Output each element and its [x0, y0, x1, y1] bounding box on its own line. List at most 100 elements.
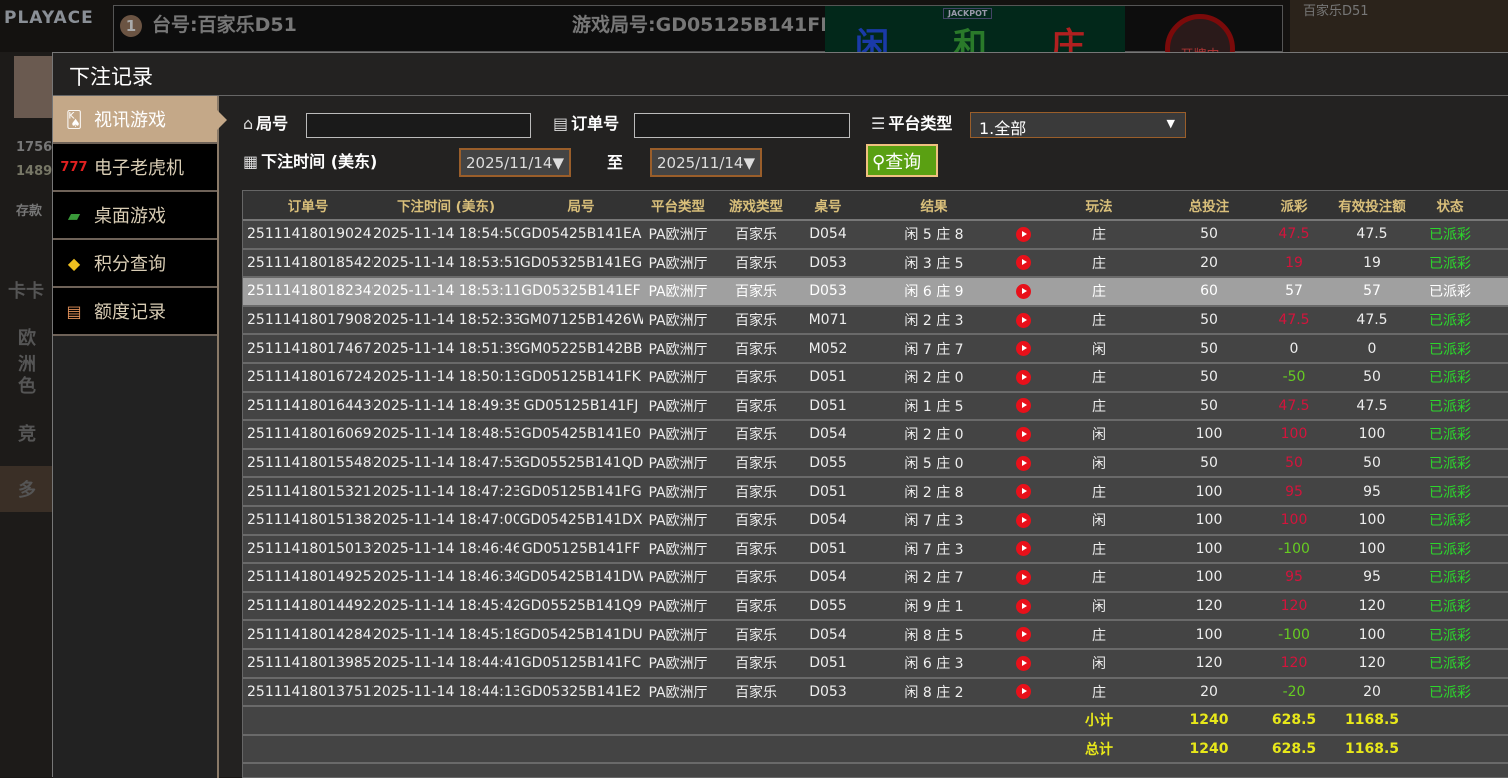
- table-row[interactable]: 251114180144924 2025-11-14 18:45:42 GD0552…: [243, 591, 1508, 622]
- cell-bet-time: 2025-11-14 18:50:13: [373, 362, 519, 393]
- cell-table-no: D055: [799, 448, 857, 479]
- empty-cell: [519, 763, 643, 777]
- cell-order-no: 251114180164430: [243, 391, 373, 422]
- dealer-video: [1290, 0, 1508, 52]
- table-number: 1 台号:百家乐D51: [120, 10, 297, 37]
- cell-status: 已派彩: [1411, 477, 1489, 507]
- cell-bet-type: 庄: [1035, 277, 1163, 307]
- table-row[interactable]: 251114180160698 2025-11-14 18:48:53 GD0542…: [243, 420, 1508, 450]
- empty-cell: [1011, 734, 1035, 765]
- cell-bet-time: 2025-11-14 18:46:46: [373, 534, 519, 565]
- cell-status: 已派彩: [1411, 448, 1489, 479]
- table-row[interactable]: 251114180142840 2025-11-14 18:45:18 GD0542…: [243, 620, 1508, 650]
- cell-table-no: M071: [799, 305, 857, 336]
- cell-payout: 120: [1255, 591, 1333, 622]
- cell-order-no: 251114180160698: [243, 420, 373, 450]
- table-row[interactable]: 251114180153218 2025-11-14 18:47:23 GD0512…: [243, 477, 1508, 507]
- cell-result: 闲 1 庄 5: [857, 391, 1011, 422]
- cell-bet-type: 闲: [1035, 334, 1163, 364]
- cell-total-bet: 20: [1163, 677, 1255, 708]
- table-row[interactable]: 251114180137512 2025-11-14 18:44:13 GD0532…: [243, 677, 1508, 708]
- user-avatar: [14, 56, 52, 118]
- play-video-icon[interactable]: [1015, 426, 1031, 442]
- jackpot-label: JACKPOT: [943, 8, 993, 19]
- table-row[interactable]: 251114180149253 2025-11-14 18:46:34 GD0542…: [243, 563, 1508, 593]
- slot-777-icon: 777: [60, 159, 88, 175]
- play-video-icon[interactable]: [1015, 283, 1031, 299]
- clipboard-icon: ▤: [553, 114, 569, 133]
- table-row[interactable]: 251114180155480 2025-11-14 18:47:53 GD0552…: [243, 448, 1508, 479]
- cell-result: 闲 5 庄 0: [857, 448, 1011, 479]
- table-row[interactable]: 251114180182349 2025-11-14 18:53:11 GD0532…: [243, 277, 1508, 307]
- play-video-icon[interactable]: [1015, 341, 1031, 357]
- table-row[interactable]: 251114180174675 2025-11-14 18:51:39 GM0522…: [243, 334, 1508, 364]
- total-valid-bet: 1168.5: [1333, 734, 1411, 765]
- play-video-icon[interactable]: [1015, 684, 1031, 700]
- cell-total-bet: 120: [1163, 648, 1255, 679]
- sidebar-item-live-games[interactable]: 🂮 视讯游戏: [53, 96, 227, 144]
- play-video-icon[interactable]: [1015, 627, 1031, 643]
- cell-bet-type: 庄: [1035, 620, 1163, 650]
- table-row[interactable]: 251114180150139 2025-11-14 18:46:46 GD0512…: [243, 534, 1508, 565]
- play-video-icon[interactable]: [1015, 455, 1031, 471]
- play-video-icon[interactable]: [1015, 655, 1031, 671]
- cell-bet-time: 2025-11-14 18:47:23: [373, 477, 519, 507]
- date-from-select[interactable]: 2025/11/14▼: [459, 148, 571, 177]
- cell-bet-type: 闲: [1035, 505, 1163, 536]
- cell-order-no: 251114180182349: [243, 277, 373, 307]
- cell-bet-type: 庄: [1035, 677, 1163, 708]
- play-video-icon[interactable]: [1015, 369, 1031, 385]
- order-input[interactable]: [634, 113, 850, 138]
- deposit-button[interactable]: 存款: [16, 204, 43, 219]
- play-video-icon[interactable]: [1015, 398, 1031, 414]
- table-row[interactable]: 251114180185420 2025-11-14 18:53:51 GD0532…: [243, 248, 1508, 279]
- lobby-item[interactable]: 多: [0, 466, 52, 512]
- table-row[interactable]: 251114180151385 2025-11-14 18:47:00 GD0542…: [243, 505, 1508, 536]
- cell-total-bet: 100: [1163, 534, 1255, 565]
- cell-payout: 100: [1255, 420, 1333, 450]
- query-button[interactable]: ⚲查询: [866, 144, 938, 177]
- cell-total-bet: 50: [1163, 220, 1255, 250]
- sidebar-item-points[interactable]: ◆ 积分查询: [53, 240, 217, 288]
- platform-select[interactable]: 1.全部 ▼: [970, 112, 1186, 138]
- cell-order-no: 251114180142840: [243, 620, 373, 650]
- empty-cell: [713, 763, 799, 777]
- cell-replay: [1011, 563, 1035, 593]
- cell-table-no: D051: [799, 477, 857, 507]
- round-input[interactable]: [306, 113, 531, 138]
- table-row[interactable]: 251114180139857 2025-11-14 18:44:41 GD0512…: [243, 648, 1508, 679]
- play-video-icon[interactable]: [1015, 541, 1031, 557]
- play-video-icon[interactable]: [1015, 484, 1031, 500]
- cell-result: 闲 2 庄 0: [857, 362, 1011, 393]
- cell-round-no: GD05125B141FJ: [519, 391, 643, 422]
- date-to-select[interactable]: 2025/11/14▼: [650, 148, 762, 177]
- empty-cell: [1489, 734, 1508, 765]
- cell-table-no: D051: [799, 648, 857, 679]
- table-row[interactable]: 251114180190241 2025-11-14 18:54:50 GD0542…: [243, 220, 1508, 250]
- cell-platform: PA欧洲厅: [643, 305, 713, 336]
- sidebar-item-slots[interactable]: 777 电子老虎机: [53, 144, 217, 192]
- table-row[interactable]: 251114180179089 2025-11-14 18:52:33 GM0712…: [243, 305, 1508, 336]
- play-video-icon[interactable]: [1015, 569, 1031, 585]
- lobby-item[interactable]: 色: [18, 376, 36, 397]
- play-video-icon[interactable]: [1015, 226, 1031, 242]
- table-row[interactable]: 251114180164430 2025-11-14 18:49:35 GD0512…: [243, 391, 1508, 422]
- lobby-item[interactable]: 欧洲: [18, 328, 36, 375]
- cell-total-bet: 100: [1163, 620, 1255, 650]
- play-video-icon[interactable]: [1015, 598, 1031, 614]
- cell-platform: PA欧洲厅: [643, 277, 713, 307]
- play-video-icon[interactable]: [1015, 512, 1031, 528]
- cell-replay: [1011, 620, 1035, 650]
- play-video-icon[interactable]: [1015, 255, 1031, 271]
- cell-game-type: 百家乐: [713, 277, 799, 307]
- cell-round-no: GD05325B141EF: [519, 277, 643, 307]
- play-video-icon[interactable]: [1015, 312, 1031, 328]
- cell-platform: PA欧洲厅: [643, 677, 713, 708]
- lobby-item[interactable]: 竞: [18, 424, 36, 445]
- table-row[interactable]: 251114180167248 2025-11-14 18:50:13 GD0512…: [243, 362, 1508, 393]
- cell-order-no: 251114180185420: [243, 248, 373, 279]
- sidebar-item-credit-records[interactable]: ▤ 额度记录: [53, 288, 217, 336]
- empty-cell: [243, 706, 373, 736]
- lobby-item[interactable]: 卡卡: [8, 281, 44, 302]
- sidebar-item-table-games[interactable]: ▰ 桌面游戏: [53, 192, 217, 240]
